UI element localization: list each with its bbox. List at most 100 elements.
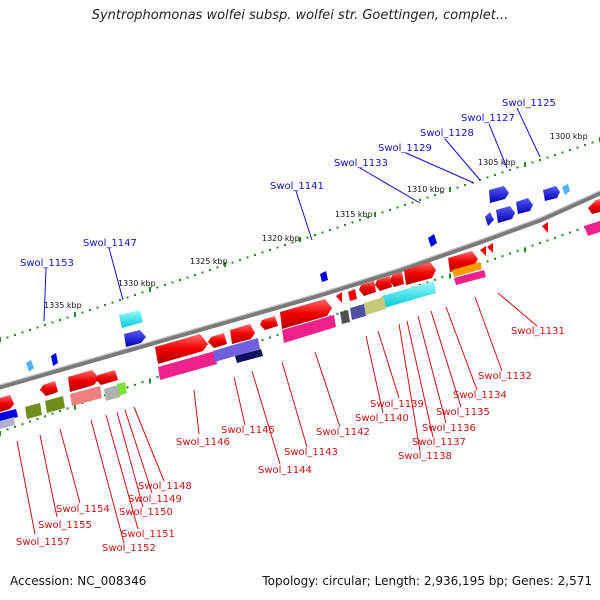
gene-feature[interactable] <box>336 292 342 303</box>
gene-feature[interactable] <box>487 243 493 253</box>
gene-label-swol-1155[interactable]: Swol_1155 <box>38 520 92 531</box>
minor-tick <box>419 284 421 286</box>
gene-feature[interactable] <box>480 246 486 256</box>
gene-label-swol-1149[interactable]: Swol_1149 <box>128 494 182 505</box>
gene-feature[interactable] <box>485 212 494 226</box>
minor-tick <box>569 149 571 151</box>
gene-label-swol-1137[interactable]: Swol_1137 <box>412 437 466 448</box>
minor-tick <box>261 251 264 254</box>
gene-feature[interactable] <box>562 184 570 195</box>
gene-feature[interactable] <box>213 345 235 362</box>
gene-feature[interactable] <box>454 270 486 285</box>
gene-feature[interactable] <box>96 370 118 385</box>
gene-label-swol-1129[interactable]: Swol_1129 <box>378 143 432 154</box>
gene-feature[interactable] <box>117 382 127 396</box>
gene-feature[interactable] <box>320 271 328 282</box>
gene-label-swol-1133[interactable]: Swol_1133 <box>334 158 388 169</box>
minor-tick <box>276 333 279 336</box>
gene-feature[interactable] <box>233 338 260 356</box>
gene-feature[interactable] <box>260 316 278 330</box>
major-tick <box>149 287 151 292</box>
gene-label-swol-1135[interactable]: Swol_1135 <box>436 407 490 418</box>
gene-feature[interactable] <box>104 385 120 401</box>
gene-feature[interactable] <box>70 386 102 406</box>
gene-label-swol-1157[interactable]: Swol_1157 <box>16 537 70 548</box>
minor-tick <box>89 309 91 311</box>
gene-feature[interactable] <box>375 276 392 291</box>
minor-tick <box>321 231 324 234</box>
gene-label-swol-1153[interactable]: Swol_1153 <box>20 258 74 269</box>
gene-feature[interactable] <box>584 221 600 236</box>
gene-label-swol-1141[interactable]: Swol_1141 <box>270 181 324 192</box>
gene-feature[interactable] <box>382 281 436 308</box>
gene-feature[interactable] <box>340 310 350 324</box>
gene-feature[interactable] <box>235 349 263 363</box>
gene-feature[interactable] <box>51 353 58 366</box>
gene-label-swol-1146[interactable]: Swol_1146 <box>176 437 230 448</box>
minor-tick <box>546 239 549 242</box>
gene-feature[interactable] <box>25 403 42 419</box>
gene-feature[interactable] <box>68 370 99 392</box>
gene-feature[interactable] <box>348 289 357 301</box>
gene-label-swol-1132[interactable]: Swol_1132 <box>478 371 532 382</box>
gene-feature[interactable] <box>364 297 386 315</box>
minor-tick <box>126 386 129 389</box>
minor-tick <box>426 196 429 199</box>
gene-label-swol-1125[interactable]: Swol_1125 <box>502 98 556 109</box>
gene-feature[interactable] <box>516 198 533 214</box>
gene-label-swol-1154[interactable]: Swol_1154 <box>56 504 110 515</box>
gene-feature[interactable] <box>0 395 14 412</box>
gene-feature[interactable] <box>282 315 336 343</box>
gene-feature[interactable] <box>158 351 217 380</box>
minor-tick <box>51 412 54 415</box>
gene-feature[interactable] <box>280 299 332 329</box>
gene-label-swol-1140[interactable]: Swol_1140 <box>355 413 409 424</box>
minor-tick <box>411 201 414 204</box>
gene-feature[interactable] <box>404 262 436 285</box>
scale-label-1305: 1305 kbp <box>478 158 516 167</box>
gene-label-swol-1150[interactable]: Swol_1150 <box>119 507 173 518</box>
gene-label-swol-1152[interactable]: Swol_1152 <box>102 543 156 554</box>
gene-feature[interactable] <box>428 234 437 247</box>
gene-feature[interactable] <box>350 304 366 320</box>
minor-tick <box>14 334 16 336</box>
gene-feature[interactable] <box>124 330 146 347</box>
gene-label-swol-1147[interactable]: Swol_1147 <box>83 238 137 249</box>
gene-feature[interactable] <box>543 186 560 201</box>
gene-feature[interactable] <box>230 324 255 344</box>
gene-label-swol-1148[interactable]: Swol_1148 <box>138 481 192 492</box>
gene-label-swol-1138[interactable]: Swol_1138 <box>398 451 452 462</box>
gene-label-swol-1136[interactable]: Swol_1136 <box>422 423 476 434</box>
gene-label-swol-1134[interactable]: Swol_1134 <box>453 390 507 401</box>
gene-feature[interactable] <box>0 417 15 429</box>
minor-tick <box>381 211 384 214</box>
gene-feature[interactable] <box>496 206 515 223</box>
gene-label-swol-1139[interactable]: Swol_1139 <box>370 399 424 410</box>
gene-feature[interactable] <box>542 222 548 233</box>
gene-feature[interactable] <box>26 360 34 372</box>
minor-tick <box>306 236 309 239</box>
gene-label-swol-1128[interactable]: Swol_1128 <box>420 128 474 139</box>
gene-label-swol-1143[interactable]: Swol_1143 <box>284 447 338 458</box>
major-tick <box>0 431 1 436</box>
gene-label-swol-1145[interactable]: Swol_1145 <box>221 425 275 436</box>
gene-feature[interactable] <box>40 381 58 396</box>
gene-label-swol-1142[interactable]: Swol_1142 <box>316 427 370 438</box>
gene-feature[interactable] <box>208 333 227 348</box>
gene-feature[interactable] <box>155 334 208 364</box>
gene-label-swol-1151[interactable]: Swol_1151 <box>121 529 175 540</box>
gene-feature[interactable] <box>45 396 65 413</box>
gene-feature[interactable] <box>359 281 376 296</box>
gene-feature[interactable] <box>489 186 509 203</box>
gene-feature[interactable] <box>390 272 404 287</box>
gene-label-swol-1144[interactable]: Swol_1144 <box>258 465 312 476</box>
gene-feature[interactable] <box>588 199 600 214</box>
gene-feature[interactable] <box>452 262 482 277</box>
gene-label-swol-1127[interactable]: Swol_1127 <box>461 113 515 124</box>
minor-tick <box>156 375 159 378</box>
accession-text: Accession: NC_008346 <box>10 574 147 588</box>
minor-tick <box>501 171 504 174</box>
gene-feature[interactable] <box>119 310 143 328</box>
gene-label-swol-1131[interactable]: Swol_1131 <box>511 326 565 337</box>
